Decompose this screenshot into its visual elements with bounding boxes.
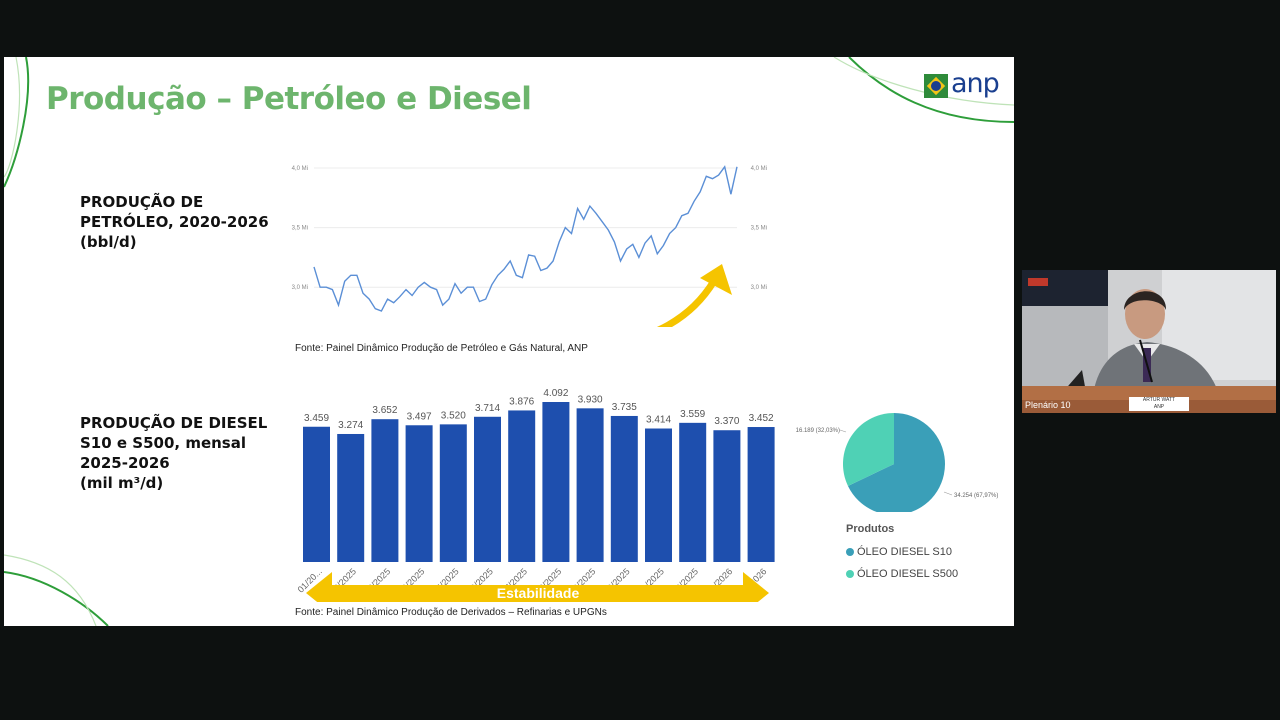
- oil-production-line: [313, 165, 738, 312]
- pie-legend: Produtos ÓLEO DIESEL S10 ÓLEO DIESEL S50…: [846, 523, 958, 585]
- legend-label: ÓLEO DIESEL S500: [857, 568, 959, 580]
- slide-title: Produção – Petróleo e Diesel: [46, 81, 532, 117]
- diesel-label-line: (mil m³/d): [80, 474, 164, 492]
- diesel-value-label: 3.714: [475, 403, 500, 414]
- trend-arrow-icon: [656, 277, 718, 327]
- diesel-bar: [679, 422, 707, 562]
- diesel-bar: [610, 415, 638, 562]
- diesel-bar: [508, 410, 536, 562]
- oil-y-tick-label: 4,0 Mi: [292, 166, 308, 172]
- oil-y-tick-label: 3,5 Mi: [292, 226, 308, 232]
- oil-label-line: PETRÓLEO, 2020-2026: [80, 213, 269, 231]
- pie-legend-title: Produtos: [846, 523, 895, 535]
- diesel-bar: [713, 430, 741, 562]
- pie-slice-label: 16.189 (32,03%): [796, 428, 840, 434]
- legend-dot-icon: [846, 548, 854, 556]
- presentation-slide: Produção – Petróleo e Diesel anp PRODUÇÃ…: [4, 57, 1014, 626]
- pie-leader-line: [839, 429, 847, 433]
- oil-y-tick-label: 3,0 Mi: [292, 285, 308, 291]
- legend-label: ÓLEO DIESEL S10: [857, 546, 952, 558]
- diesel-bar: [337, 433, 365, 562]
- oil-y-tick-label-right: 4,0 Mi: [751, 166, 767, 172]
- diesel-value-label: 3.274: [338, 420, 363, 431]
- diesel-label-line: PRODUÇÃO DE DIESEL: [80, 414, 268, 432]
- oil-source-note: Fonte: Painel Dinâmico Produção de Petró…: [295, 343, 588, 354]
- diesel-value-label: 3.497: [407, 411, 432, 422]
- diesel-value-label: 4.092: [543, 388, 568, 399]
- diesel-label-line: S10 e S500, mensal: [80, 434, 247, 452]
- diesel-bar: [747, 427, 775, 562]
- stability-label: Estabilidade: [497, 585, 580, 601]
- legend-item-s500[interactable]: ÓLEO DIESEL S500: [846, 563, 958, 585]
- diesel-products-pie-chart: 16.189 (32,03%) 34.254 (67,97%): [796, 413, 998, 512]
- diesel-bar: [405, 425, 433, 562]
- speaker-webcam-feed: Plenário 10 ARTUR WATT ANP: [1022, 270, 1276, 413]
- diesel-value-label: 3.930: [578, 394, 603, 405]
- diesel-bar: [645, 428, 672, 562]
- diesel-bar: [303, 426, 330, 562]
- diesel-value-label: 3.370: [714, 416, 739, 427]
- slide-decoration: [4, 57, 1014, 626]
- anp-logo-icon: [924, 74, 948, 98]
- trend-arrow-head-icon: [700, 264, 732, 295]
- stability-arrow-icon: [330, 585, 745, 602]
- oil-label-line: (bbl/d): [80, 233, 137, 251]
- anp-logo: anp: [924, 68, 1004, 103]
- diesel-value-label: 3.452: [749, 413, 774, 424]
- diesel-value-label: 3.735: [612, 402, 637, 413]
- pie-leader-line: [943, 491, 953, 496]
- speaker-nameplate: ARTUR WATT ANP: [1129, 397, 1189, 411]
- anp-logo-text: anp: [951, 68, 1000, 99]
- diesel-bar: [576, 408, 604, 562]
- oil-y-tick-label-right: 3,5 Mi: [751, 226, 767, 232]
- legend-dot-icon: [846, 570, 854, 578]
- oil-label-line: PRODUÇÃO DE: [80, 193, 204, 211]
- diesel-value-label: 3.459: [304, 413, 329, 424]
- diesel-label-line: 2025-2026: [80, 454, 170, 472]
- diesel-value-label: 3.876: [509, 396, 534, 407]
- diesel-bar: [542, 402, 570, 562]
- diesel-bar: [371, 419, 399, 562]
- diesel-source-note: Fonte: Painel Dinâmico Produção de Deriv…: [295, 607, 607, 618]
- pie-slice: [843, 413, 894, 486]
- diesel-value-label: 3.652: [372, 405, 397, 416]
- nameplate-name: ARTUR WATT: [1142, 397, 1176, 403]
- diesel-production-bar-chart: 3.45901/20...3.27402/20253.65203/20253.4…: [296, 388, 775, 602]
- webcam-caption: Plenário 10: [1025, 400, 1071, 410]
- diesel-section-label: PRODUÇÃO DE DIESEL S10 e S500, mensal 20…: [80, 413, 267, 493]
- stability-arrow-right-head-icon: [743, 572, 769, 602]
- oil-production-line-chart: 4,0 Mi4,0 Mi3,5 Mi3,5 Mi3,0 Mi3,0 Mi2020…: [292, 165, 767, 327]
- oil-section-label: PRODUÇÃO DE PETRÓLEO, 2020-2026 (bbl/d): [80, 192, 269, 252]
- webcam-scene: [1022, 270, 1276, 413]
- diesel-bar: [474, 416, 501, 562]
- diesel-value-label: 3.559: [680, 409, 705, 420]
- diesel-bar: [439, 424, 467, 562]
- pie-slice-label: 34.254 (67,97%): [954, 493, 998, 499]
- pie-slice: [847, 413, 945, 512]
- legend-item-s10[interactable]: ÓLEO DIESEL S10: [846, 541, 958, 563]
- stability-arrow-left-head-icon: [306, 572, 332, 602]
- oil-y-tick-label-right: 3,0 Mi: [751, 285, 767, 291]
- nameplate-org: ANP: [1153, 404, 1165, 410]
- diesel-value-label: 3.520: [441, 410, 466, 421]
- diesel-value-label: 3.414: [646, 415, 671, 426]
